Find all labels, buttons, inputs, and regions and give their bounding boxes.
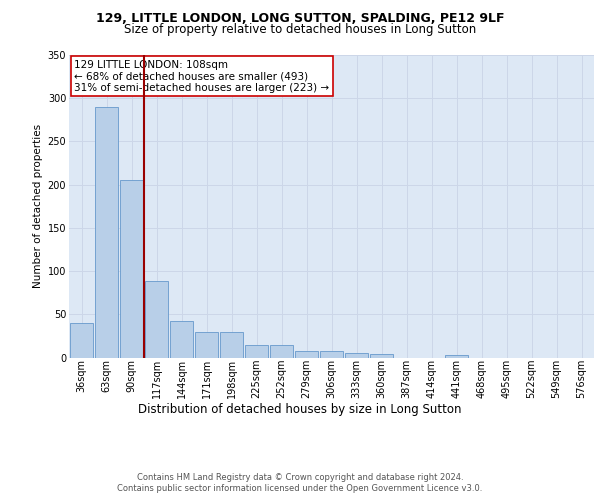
- Text: Contains public sector information licensed under the Open Government Licence v3: Contains public sector information licen…: [118, 484, 482, 493]
- Bar: [269, 344, 293, 358]
- Bar: [320, 352, 343, 358]
- Text: 129, LITTLE LONDON, LONG SUTTON, SPALDING, PE12 9LF: 129, LITTLE LONDON, LONG SUTTON, SPALDIN…: [96, 12, 504, 26]
- Bar: [70, 323, 94, 358]
- Bar: [295, 350, 319, 358]
- Bar: [194, 332, 218, 357]
- Bar: [145, 282, 169, 358]
- Bar: [370, 354, 394, 358]
- Bar: [170, 321, 193, 358]
- Bar: [119, 180, 143, 358]
- Y-axis label: Number of detached properties: Number of detached properties: [34, 124, 43, 288]
- Bar: [344, 353, 368, 358]
- Bar: [445, 355, 469, 358]
- Bar: [220, 332, 244, 357]
- Text: Size of property relative to detached houses in Long Sutton: Size of property relative to detached ho…: [124, 22, 476, 36]
- Text: Contains HM Land Registry data © Crown copyright and database right 2024.: Contains HM Land Registry data © Crown c…: [137, 472, 463, 482]
- Text: 129 LITTLE LONDON: 108sqm
← 68% of detached houses are smaller (493)
31% of semi: 129 LITTLE LONDON: 108sqm ← 68% of detac…: [74, 60, 329, 92]
- Text: Distribution of detached houses by size in Long Sutton: Distribution of detached houses by size …: [138, 402, 462, 415]
- Bar: [95, 107, 118, 358]
- Bar: [245, 344, 268, 358]
